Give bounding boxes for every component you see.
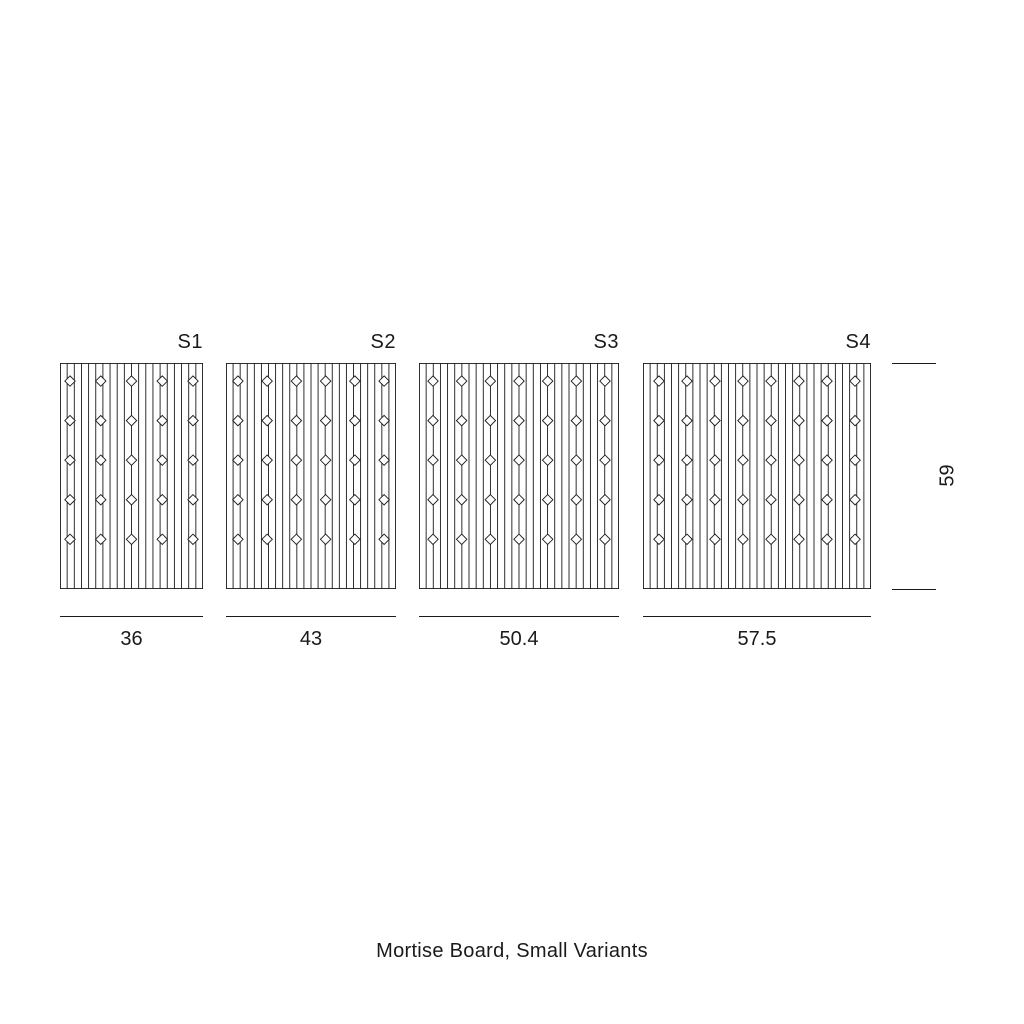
- board-s2: [226, 363, 396, 589]
- diagram-stage: S1 36 S2 43 S3 50.4 S4 57.5 59 Mortise Board, Sm…: [0, 0, 1024, 1024]
- board-id-label: S3: [419, 331, 619, 354]
- width-dimension-rule: [419, 616, 619, 617]
- board-s1: [60, 363, 203, 589]
- board-s3: [419, 363, 619, 589]
- width-dimension-label: 43: [226, 628, 396, 651]
- width-dimension-rule: [60, 616, 203, 617]
- width-dimension-rule: [226, 616, 396, 617]
- board-id-label: S4: [643, 331, 871, 354]
- board-id-label: S1: [60, 331, 203, 354]
- height-dimension-label: 59: [937, 456, 960, 496]
- board-id-label: S2: [226, 331, 396, 354]
- width-dimension-label: 57.5: [643, 628, 871, 651]
- caption: Mortise Board, Small Variants: [0, 940, 1024, 963]
- width-dimension-label: 50.4: [419, 628, 619, 651]
- width-dimension-label: 36: [60, 628, 203, 651]
- height-dimension-tick: [892, 363, 936, 364]
- board-s4: [643, 363, 871, 589]
- height-dimension-tick: [892, 589, 936, 590]
- width-dimension-rule: [643, 616, 871, 617]
